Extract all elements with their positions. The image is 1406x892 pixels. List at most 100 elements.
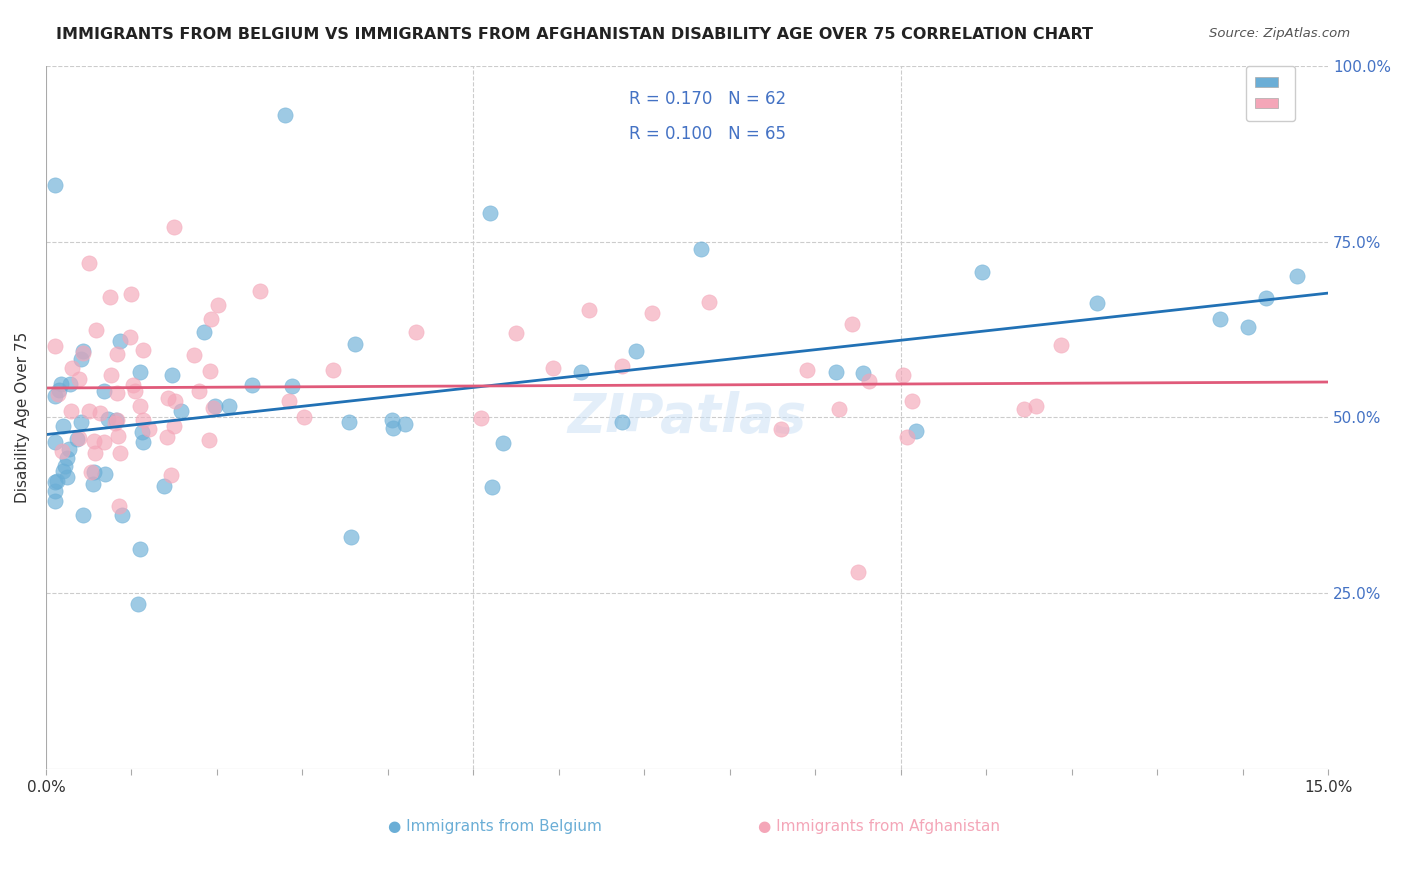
Immigrants from Belgium: [70, 351, 93, 366]
Immigrants from Afghanistan: [160, 467, 183, 482]
Immigrants from Belgium: [340, 530, 363, 544]
Text: ● Immigrants from Afghanistan: ● Immigrants from Afghanistan: [758, 819, 1001, 834]
Immigrants from Belgium: [44, 483, 66, 498]
Immigrants from Afghanistan: [187, 384, 209, 398]
Immigrants from Afghanistan: [697, 295, 720, 310]
Immigrants from Afghanistan: [896, 430, 918, 444]
Immigrants from Belgium: [281, 379, 304, 393]
Immigrants from Afghanistan: [322, 363, 344, 377]
Immigrants from Belgium: [44, 389, 66, 403]
Immigrants from Afghanistan: [841, 318, 863, 332]
Immigrants from Belgium: [44, 435, 66, 450]
Immigrants from Belgium: [59, 377, 82, 392]
Immigrants from Belgium: [381, 413, 404, 427]
Immigrants from Afghanistan: [249, 284, 271, 298]
Immigrants from Afghanistan: [207, 298, 229, 312]
Immigrants from Belgium: [970, 265, 993, 279]
Text: R = 0.100   N = 65: R = 0.100 N = 65: [630, 126, 786, 144]
Immigrants from Afghanistan: [292, 409, 315, 424]
Immigrants from Afghanistan: [541, 361, 564, 376]
Immigrants from Afghanistan: [105, 412, 128, 426]
Immigrants from Belgium: [1285, 268, 1308, 283]
Immigrants from Afghanistan: [163, 394, 186, 409]
Immigrants from Belgium: [824, 365, 846, 379]
Immigrants from Belgium: [131, 425, 153, 439]
Immigrants from Belgium: [97, 411, 120, 425]
Immigrants from Belgium: [1237, 320, 1260, 334]
Immigrants from Belgium: [492, 436, 515, 450]
Immigrants from Afghanistan: [827, 402, 849, 417]
Immigrants from Afghanistan: [846, 566, 869, 580]
Immigrants from Belgium: [904, 425, 927, 439]
Immigrants from Afghanistan: [107, 429, 129, 443]
Immigrants from Belgium: [44, 494, 66, 508]
Immigrants from Afghanistan: [132, 413, 155, 427]
Immigrants from Afghanistan: [124, 384, 146, 399]
Immigrants from Belgium: [479, 206, 502, 220]
Immigrants from Afghanistan: [156, 430, 179, 444]
Immigrants from Belgium: [127, 597, 149, 611]
Text: ZIPatlas: ZIPatlas: [568, 392, 807, 443]
Immigrants from Afghanistan: [84, 446, 107, 460]
Immigrants from Belgium: [94, 467, 117, 481]
Immigrants from Afghanistan: [100, 368, 122, 382]
Immigrants from Afghanistan: [132, 343, 155, 357]
Immigrants from Afghanistan: [578, 303, 600, 318]
Immigrants from Afghanistan: [93, 435, 115, 450]
Immigrants from Afghanistan: [51, 443, 73, 458]
Immigrants from Afghanistan: [59, 404, 82, 418]
Immigrants from Belgium: [72, 508, 94, 522]
Immigrants from Afghanistan: [277, 394, 299, 409]
Immigrants from Afghanistan: [105, 347, 128, 361]
Text: Source: ZipAtlas.com: Source: ZipAtlas.com: [1209, 27, 1350, 40]
Immigrants from Belgium: [55, 451, 77, 466]
Immigrants from Belgium: [72, 343, 94, 358]
Immigrants from Afghanistan: [163, 418, 186, 433]
Immigrants from Afghanistan: [640, 305, 662, 319]
Immigrants from Belgium: [569, 365, 592, 379]
Immigrants from Afghanistan: [108, 446, 131, 460]
Immigrants from Belgium: [55, 470, 77, 484]
Immigrants from Afghanistan: [200, 364, 222, 378]
Immigrants from Belgium: [610, 416, 633, 430]
Immigrants from Afghanistan: [202, 401, 225, 415]
Immigrants from Belgium: [240, 378, 263, 392]
Immigrants from Belgium: [132, 434, 155, 449]
Immigrants from Belgium: [53, 458, 76, 473]
Immigrants from Afghanistan: [796, 363, 818, 377]
Immigrants from Afghanistan: [1012, 402, 1035, 417]
Immigrants from Belgium: [218, 399, 240, 413]
Immigrants from Belgium: [66, 432, 89, 446]
Immigrants from Afghanistan: [183, 347, 205, 361]
Immigrants from Belgium: [82, 477, 104, 491]
Immigrants from Afghanistan: [901, 394, 924, 409]
Immigrants from Afghanistan: [163, 220, 186, 235]
Text: ● Immigrants from Belgium: ● Immigrants from Belgium: [388, 819, 602, 834]
Immigrants from Belgium: [128, 542, 150, 557]
Immigrants from Belgium: [852, 366, 875, 380]
Immigrants from Afghanistan: [98, 290, 121, 304]
Immigrants from Afghanistan: [60, 361, 83, 376]
Immigrants from Belgium: [624, 343, 647, 358]
Immigrants from Belgium: [108, 334, 131, 348]
Immigrants from Belgium: [1087, 295, 1109, 310]
Immigrants from Belgium: [45, 474, 67, 488]
Immigrants from Afghanistan: [858, 374, 880, 388]
Immigrants from Belgium: [690, 242, 713, 256]
Immigrants from Belgium: [51, 376, 73, 391]
Immigrants from Afghanistan: [138, 422, 160, 436]
Immigrants from Afghanistan: [105, 385, 128, 400]
Immigrants from Belgium: [93, 384, 115, 398]
Y-axis label: Disability Age Over 75: Disability Age Over 75: [15, 332, 30, 503]
Immigrants from Afghanistan: [122, 377, 145, 392]
Text: R = 0.170   N = 62: R = 0.170 N = 62: [630, 90, 786, 108]
Immigrants from Afghanistan: [83, 434, 105, 448]
Immigrants from Belgium: [1254, 291, 1277, 305]
Legend: , : ,: [1246, 66, 1295, 120]
Immigrants from Afghanistan: [79, 465, 101, 479]
Immigrants from Afghanistan: [1050, 338, 1073, 352]
Immigrants from Belgium: [44, 475, 66, 489]
Immigrants from Belgium: [162, 368, 184, 382]
Immigrants from Belgium: [394, 417, 416, 432]
Immigrants from Afghanistan: [118, 330, 141, 344]
